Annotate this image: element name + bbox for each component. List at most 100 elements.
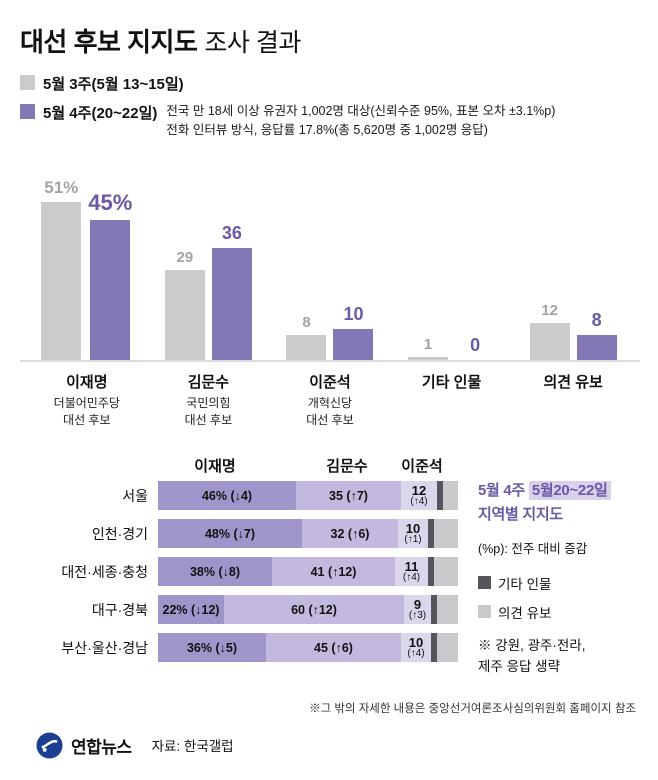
- region-name: 대전·세종·충청: [61, 563, 148, 580]
- stacked-bar: 36% (↓5) 45 (↑6) 10 (↑4): [158, 633, 458, 663]
- survey-note-line1: 전국 만 18세 이상 유권자 1,002명 대상(신뢰수준 95%, 표본 오…: [166, 104, 556, 118]
- segment-kim: 41 (↑12): [272, 557, 395, 587]
- jun-delta: (↑4): [410, 496, 428, 508]
- yonhap-logo-icon: [36, 732, 63, 759]
- bar-week4-이준석: [333, 328, 374, 360]
- stacked-bar: 22% (↓12) 60 (↑12) 9 (↑3): [158, 595, 458, 625]
- region-row: 인천·경기 48% (↓7) 32 (↑6) 10 (↑1): [20, 519, 468, 549]
- week3-label: 5월 3주(5월 13~15일): [43, 76, 184, 93]
- bar-with-label: 29: [164, 248, 205, 360]
- jun-value: 9: [413, 596, 422, 612]
- bar-with-label: 36: [211, 222, 252, 360]
- bar-chart-bars: 51% 45% 29 36 8 10 1 0 12 8: [20, 148, 640, 362]
- segment-hold: [443, 481, 458, 511]
- bar-group: 12 8: [512, 302, 634, 360]
- week3-color-swatch: [20, 75, 35, 90]
- bar-week3-이재명: [41, 201, 82, 360]
- region-row: 부산·울산·경남 36% (↓5) 45 (↑6) 10 (↑4): [20, 633, 468, 663]
- jun-value: 11: [404, 558, 419, 574]
- segment-lee: 36% (↓5): [158, 633, 266, 663]
- segment-kim: 45 (↑6): [266, 633, 401, 663]
- category-name: 기타 인물: [421, 373, 482, 391]
- bar-with-label: 51%: [41, 177, 82, 360]
- stack-header: 이재명 김문수 이준석: [158, 455, 458, 481]
- segment-etc: [428, 557, 434, 587]
- bar-with-label: 0: [455, 335, 495, 360]
- jun-delta: (↑3): [408, 610, 427, 622]
- category-label: 의견 유보: [512, 362, 634, 430]
- region-row: 서울 46% (↓4) 35 (↑7) 12 (↑4): [20, 481, 468, 511]
- segment-etc: [431, 595, 437, 625]
- bar-week3-의견 유보: [529, 322, 570, 360]
- bar-value-label: 45%: [88, 189, 133, 215]
- category-sublabel: 대선 후보: [63, 412, 111, 427]
- jun-value: 10: [405, 520, 421, 536]
- bar-group: 51% 45%: [26, 178, 148, 360]
- bar-value-label: 36: [221, 222, 242, 243]
- segment-hold: [437, 595, 458, 625]
- side-panel: 5월 4주 5월20~22일 지역별 지지도 (%p): 전주 대비 증감 기타…: [468, 455, 640, 677]
- pp-change-note: (%p): 전주 대비 증감: [478, 541, 588, 556]
- bar-group: 8 10: [269, 304, 391, 360]
- segment-lee: 46% (↓4): [158, 481, 296, 511]
- category-name: 김문수: [187, 373, 230, 391]
- data-source: 자료: 한국갤럽: [151, 739, 234, 755]
- region-name: 인천·경기: [91, 525, 148, 542]
- jun-delta: (↑4): [402, 572, 421, 584]
- column-header-김문수: 김문수: [326, 458, 368, 476]
- etc-color-swatch: [478, 576, 491, 590]
- segment-kim: 32 (↑6): [302, 519, 398, 549]
- bar-value-label: 0: [470, 334, 481, 355]
- category-name: 이준석: [309, 373, 351, 391]
- survey-note-line2: 전화 인터뷰 방식, 응답률 17.8%(총 5,620명 중 1,002명 응…: [166, 122, 488, 137]
- legend-row-week3: 5월 3주(5월 13~15일): [20, 73, 640, 94]
- jun-value: 10: [408, 634, 424, 650]
- category-label: 김문수 국민의힘 대선 후보: [148, 362, 270, 430]
- category-sublabel: 대선 후보: [306, 412, 354, 427]
- stacked-bar: 38% (↓8) 41 (↑12) 11 (↑4): [158, 557, 458, 587]
- survey-method-note: 전국 만 18세 이상 유권자 1,002명 대상(신뢰수준 95%, 표본 오…: [166, 102, 555, 140]
- survey-legend: 5월 3주(5월 13~15일) 5월 4주(20~22일) 전국 만 18세 …: [20, 73, 640, 140]
- category-sublabel: 개혁신당: [307, 395, 353, 410]
- segment-jun: 11 (↑4): [395, 557, 428, 587]
- region-exclusion-note: ※ 강원, 광주·전라, 제주 응답 생략: [478, 636, 640, 678]
- bar-week3-이준석: [286, 334, 327, 360]
- bar-value-label: 29: [176, 248, 194, 266]
- bar-value-label: 12: [541, 301, 559, 319]
- bar-week4-의견 유보: [576, 334, 617, 360]
- column-header-이준석: 이준석: [401, 458, 443, 476]
- bar-value-label: 10: [343, 303, 364, 324]
- category-name: 이재명: [66, 373, 108, 391]
- segment-hold: [434, 557, 458, 587]
- bar-value-label: 8: [591, 309, 602, 330]
- page-title-sub: 조사 결과: [204, 29, 301, 57]
- region-name: 서울: [122, 487, 148, 504]
- side-panel-title: 5월 4주 5월20~22일 지역별 지지도: [478, 479, 640, 526]
- agency-name: 연합뉴스: [71, 737, 132, 757]
- jun-value: 12: [411, 482, 427, 498]
- category-label: 기타 인물: [391, 362, 513, 430]
- exclusion-line2: 제주 응답 생략: [478, 658, 561, 674]
- bar-week3-기타 인물: [408, 356, 449, 360]
- category-sublabel: 국민의힘: [186, 395, 231, 410]
- stack-rows: 서울 46% (↓4) 35 (↑7) 12 (↑4) 인천·경기 48% (↓7) 32 (…: [20, 481, 468, 663]
- bar-chart-labels: 이재명 더불어민주당 대선 후보 김문수 국민의힘 대선 후보 이준석 개혁신당 대선 후보 기타…: [20, 362, 640, 430]
- legend-row-week4: 5월 4주(20~22일) 전국 만 18세 이상 유권자 1,002명 대상(…: [20, 102, 640, 140]
- segment-lee: 48% (↓7): [158, 519, 302, 549]
- regional-support-section: 이재명 김문수 이준석 서울 46% (↓4) 35 (↑7) 12 (↑4) 인천·경기 48…: [20, 455, 640, 677]
- exclusion-line1: ※ 강원, 광주·전라,: [478, 637, 586, 653]
- jun-delta: (↑4): [407, 648, 425, 660]
- side-title-line2: 지역별 지지도: [478, 505, 563, 523]
- hold-color-swatch: [478, 605, 491, 619]
- segment-kim: 60 (↑12): [224, 595, 404, 625]
- segment-kim: 35 (↑7): [296, 481, 401, 511]
- bar-value-label: 51%: [44, 177, 79, 197]
- segment-etc: [428, 519, 434, 549]
- category-name: 의견 유보: [543, 373, 603, 391]
- bar-with-label: 10: [333, 303, 374, 360]
- page-title-main: 대선 후보 지지도: [20, 27, 198, 57]
- hold-legend-label: 의견 유보: [498, 605, 552, 621]
- legend-row-hold: 의견 유보: [478, 602, 640, 622]
- footer: 연합뉴스 자료: 한국갤럽: [20, 732, 640, 759]
- region-name: 대구·경북: [91, 601, 148, 618]
